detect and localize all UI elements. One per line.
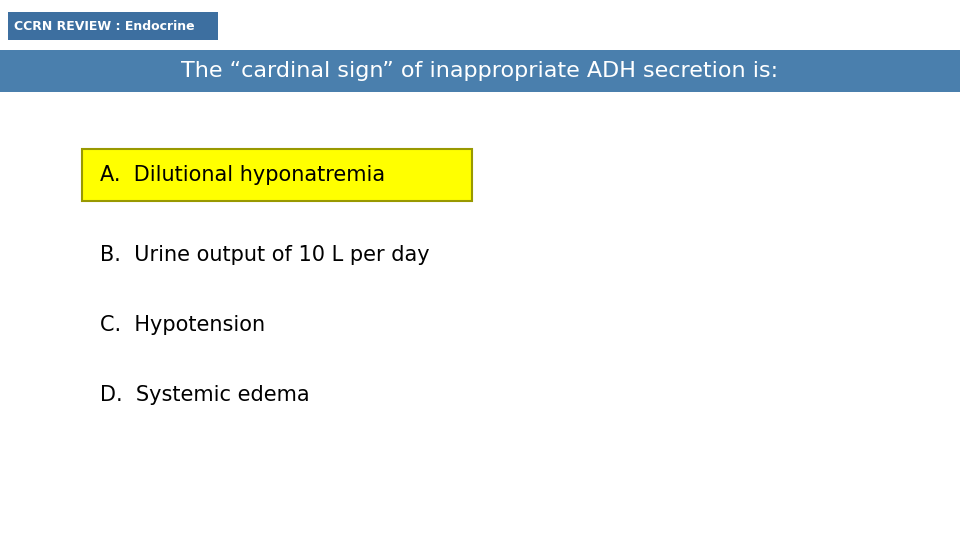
Text: D.  Systemic edema: D. Systemic edema [100, 385, 310, 405]
FancyBboxPatch shape [82, 149, 472, 201]
FancyBboxPatch shape [8, 12, 218, 40]
Text: CCRN REVIEW : Endocrine: CCRN REVIEW : Endocrine [14, 19, 195, 32]
Text: B.  Urine output of 10 L per day: B. Urine output of 10 L per day [100, 245, 430, 265]
Text: A.  Dilutional hyponatremia: A. Dilutional hyponatremia [100, 165, 385, 185]
Text: C.  Hypotension: C. Hypotension [100, 315, 265, 335]
Text: The “cardinal sign” of inappropriate ADH secretion is:: The “cardinal sign” of inappropriate ADH… [181, 61, 779, 81]
FancyBboxPatch shape [0, 50, 960, 92]
